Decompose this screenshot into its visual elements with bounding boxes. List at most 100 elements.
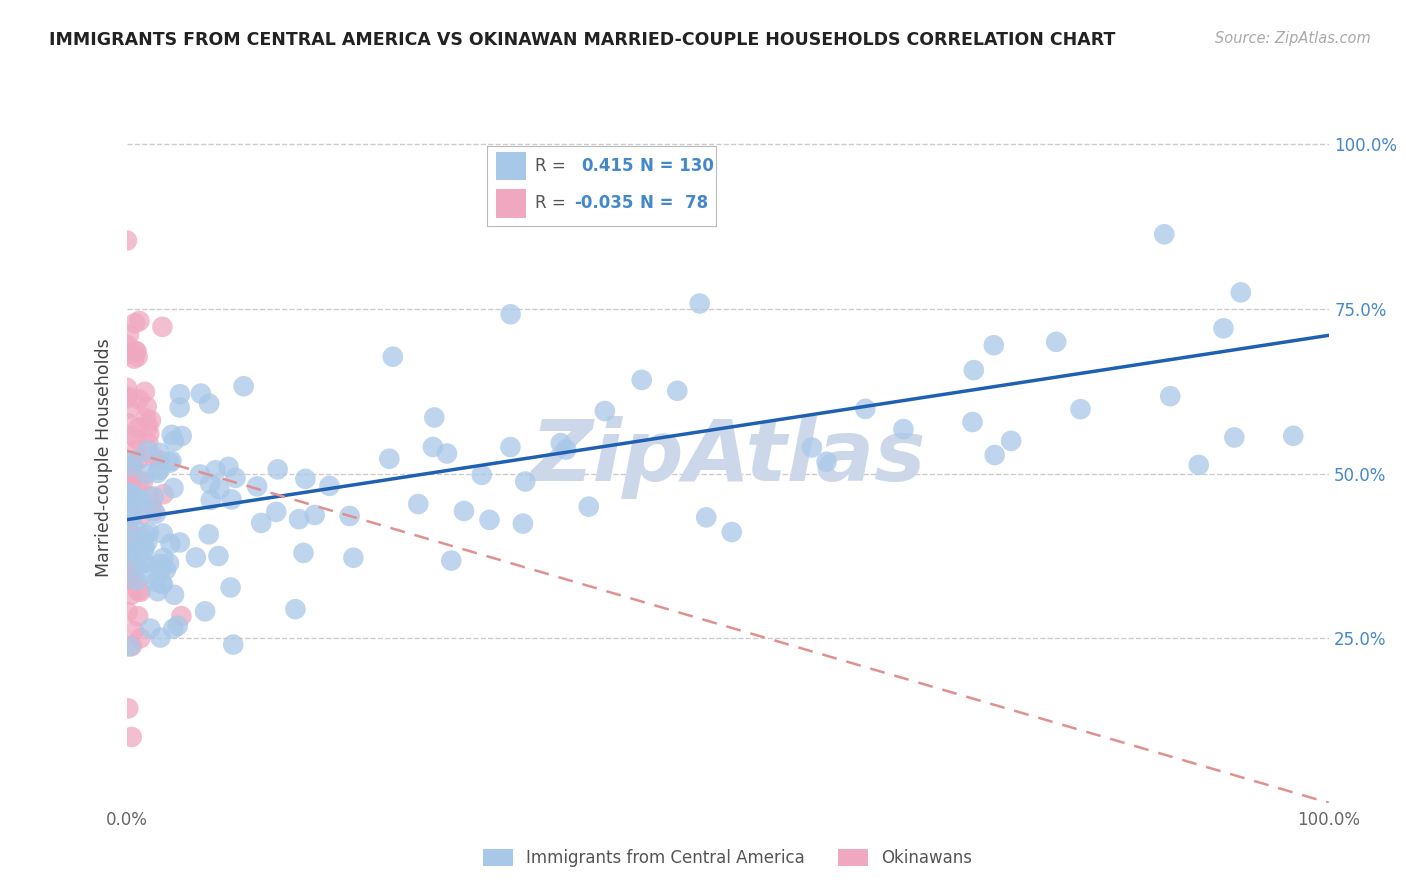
Point [292,546,315,560]
Point [117,467,139,481]
Point [146,584,169,599]
Point [550,436,572,450]
Point [138,426,160,441]
Point [124,343,146,358]
Point [117,701,139,715]
Point [127,541,149,556]
Text: R =: R = [536,194,565,212]
Point [148,453,170,467]
Point [120,428,142,442]
Point [478,513,501,527]
Point [150,576,173,591]
Point [148,463,170,477]
Point [118,524,141,538]
Point [115,392,138,406]
Point [157,557,180,571]
Point [1188,458,1211,472]
Point [125,344,148,359]
Point [208,483,231,497]
Point [184,550,207,565]
Point [128,420,150,434]
Point [118,486,141,500]
Point [222,638,245,652]
Point [800,441,823,455]
Point [118,401,141,416]
Point [1069,402,1091,417]
Point [117,390,139,404]
Point [127,609,149,624]
Point [132,501,155,516]
Point [436,446,458,460]
Point [250,516,273,530]
Point [695,510,717,524]
Point [1282,429,1305,443]
Text: R =: R = [536,157,565,175]
Point [134,540,156,554]
Point [115,338,138,352]
Point [219,581,242,595]
Point [145,574,167,589]
Point [406,497,429,511]
Point [149,631,172,645]
Point [135,400,157,414]
Point [124,494,146,508]
Point [120,588,142,602]
Point [115,527,138,541]
Point [134,555,156,569]
Point [197,527,219,541]
Text: Source: ZipAtlas.com: Source: ZipAtlas.com [1215,31,1371,46]
Point [169,387,191,401]
Point [453,504,475,518]
Point [120,558,142,572]
Point [194,604,217,618]
Point [118,328,141,343]
Point [124,547,146,561]
Point [318,479,340,493]
Point [267,462,290,476]
Point [136,443,159,458]
Point [125,443,148,458]
Point [124,523,146,537]
Point [221,492,243,507]
Point [515,475,537,489]
Point [138,436,160,450]
Bar [496,152,526,180]
Point [135,527,157,541]
Point [232,379,254,393]
Point [120,502,142,516]
Point [122,624,145,639]
Point [224,471,246,485]
Point [121,556,143,570]
Point [120,464,142,478]
Point [152,526,174,541]
Point [294,472,316,486]
Point [115,347,138,361]
Point [117,486,139,500]
Point [115,234,138,248]
Point [198,396,221,410]
Point [142,450,165,464]
Point [422,440,444,454]
Point [135,467,157,481]
Point [152,551,174,566]
Point [499,307,522,321]
Point [555,442,578,457]
Point [138,566,160,581]
Point [128,314,150,328]
Point [117,478,139,492]
Point [129,584,152,599]
Text: IMMIGRANTS FROM CENTRAL AMERICA VS OKINAWAN MARRIED-COUPLE HOUSEHOLDS CORRELATIO: IMMIGRANTS FROM CENTRAL AMERICA VS OKINA… [49,31,1115,49]
Point [169,535,191,549]
Point [440,553,463,567]
Point [152,577,174,591]
Point [120,533,142,547]
Point [150,319,173,334]
Point [118,466,141,480]
Point [304,508,326,522]
Point [146,466,169,480]
Point [288,512,311,526]
Point [1000,434,1022,448]
Point [720,524,742,539]
Point [378,451,401,466]
Point [121,730,143,744]
